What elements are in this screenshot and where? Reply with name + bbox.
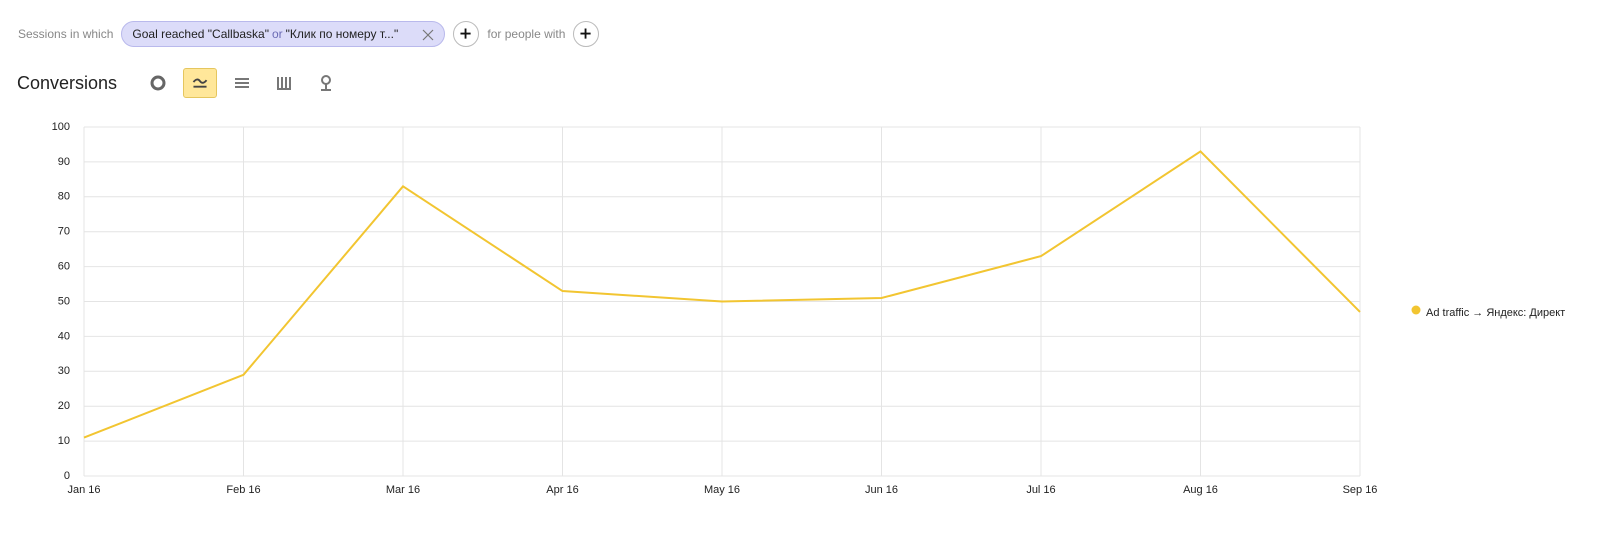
filter-suffix: for people with (487, 27, 566, 41)
map-button[interactable] (309, 68, 343, 98)
x-tick-label: Sep 16 (1343, 484, 1378, 496)
report-title: Conversions (17, 72, 118, 93)
goal-1: Goal reached "Callbaska" (132, 27, 269, 41)
x-tick-label: Apr 16 (546, 484, 578, 496)
y-tick-label: 60 (58, 261, 70, 273)
y-tick-label: 20 (58, 400, 70, 412)
x-tick-label: Jan 16 (67, 484, 100, 496)
x-tick-label: Jun 16 (865, 484, 898, 496)
x-tick-label: Aug 16 (1183, 484, 1218, 496)
y-tick-label: 100 (52, 121, 70, 133)
y-tick-label: 70 (58, 226, 70, 238)
remove-icon[interactable] (422, 29, 434, 41)
x-tick-label: Jul 16 (1026, 484, 1055, 496)
x-tick-label: Mar 16 (386, 484, 420, 496)
area-chart-button[interactable] (225, 68, 259, 98)
add-people-condition[interactable] (573, 21, 600, 47)
y-tick-label: 30 (58, 365, 70, 377)
goal-2: "Клик по номеру т..." (285, 27, 399, 41)
legend-marker (1411, 305, 1421, 315)
line-series (83, 150, 1361, 439)
report-header: Conversions (17, 68, 351, 98)
goal-filter[interactable]: Goal reached "Callbaska" or "Клик по ном… (121, 21, 446, 47)
filter-prefix: Sessions in which (18, 27, 114, 41)
pie-chart-button[interactable] (141, 68, 175, 98)
segment-filter: Sessions in which Goal reached "Callbask… (18, 19, 607, 49)
y-tick-label: 50 (58, 295, 70, 307)
x-tick-label: Feb 16 (226, 484, 260, 496)
bar-chart-button[interactable] (267, 68, 301, 98)
y-tick-label: 90 (58, 156, 70, 168)
y-tick-label: 40 (58, 330, 70, 342)
connector: or (271, 27, 283, 41)
line-chart-button[interactable] (183, 68, 218, 98)
legend-label: Ad traffic → Яндекс: Директ (1426, 307, 1565, 319)
y-tick-label: 10 (58, 435, 70, 447)
add-condition[interactable] (453, 21, 480, 47)
y-tick-label: 80 (58, 191, 70, 203)
y-tick-label: 0 (64, 470, 70, 482)
x-tick-label: May 16 (704, 484, 740, 496)
